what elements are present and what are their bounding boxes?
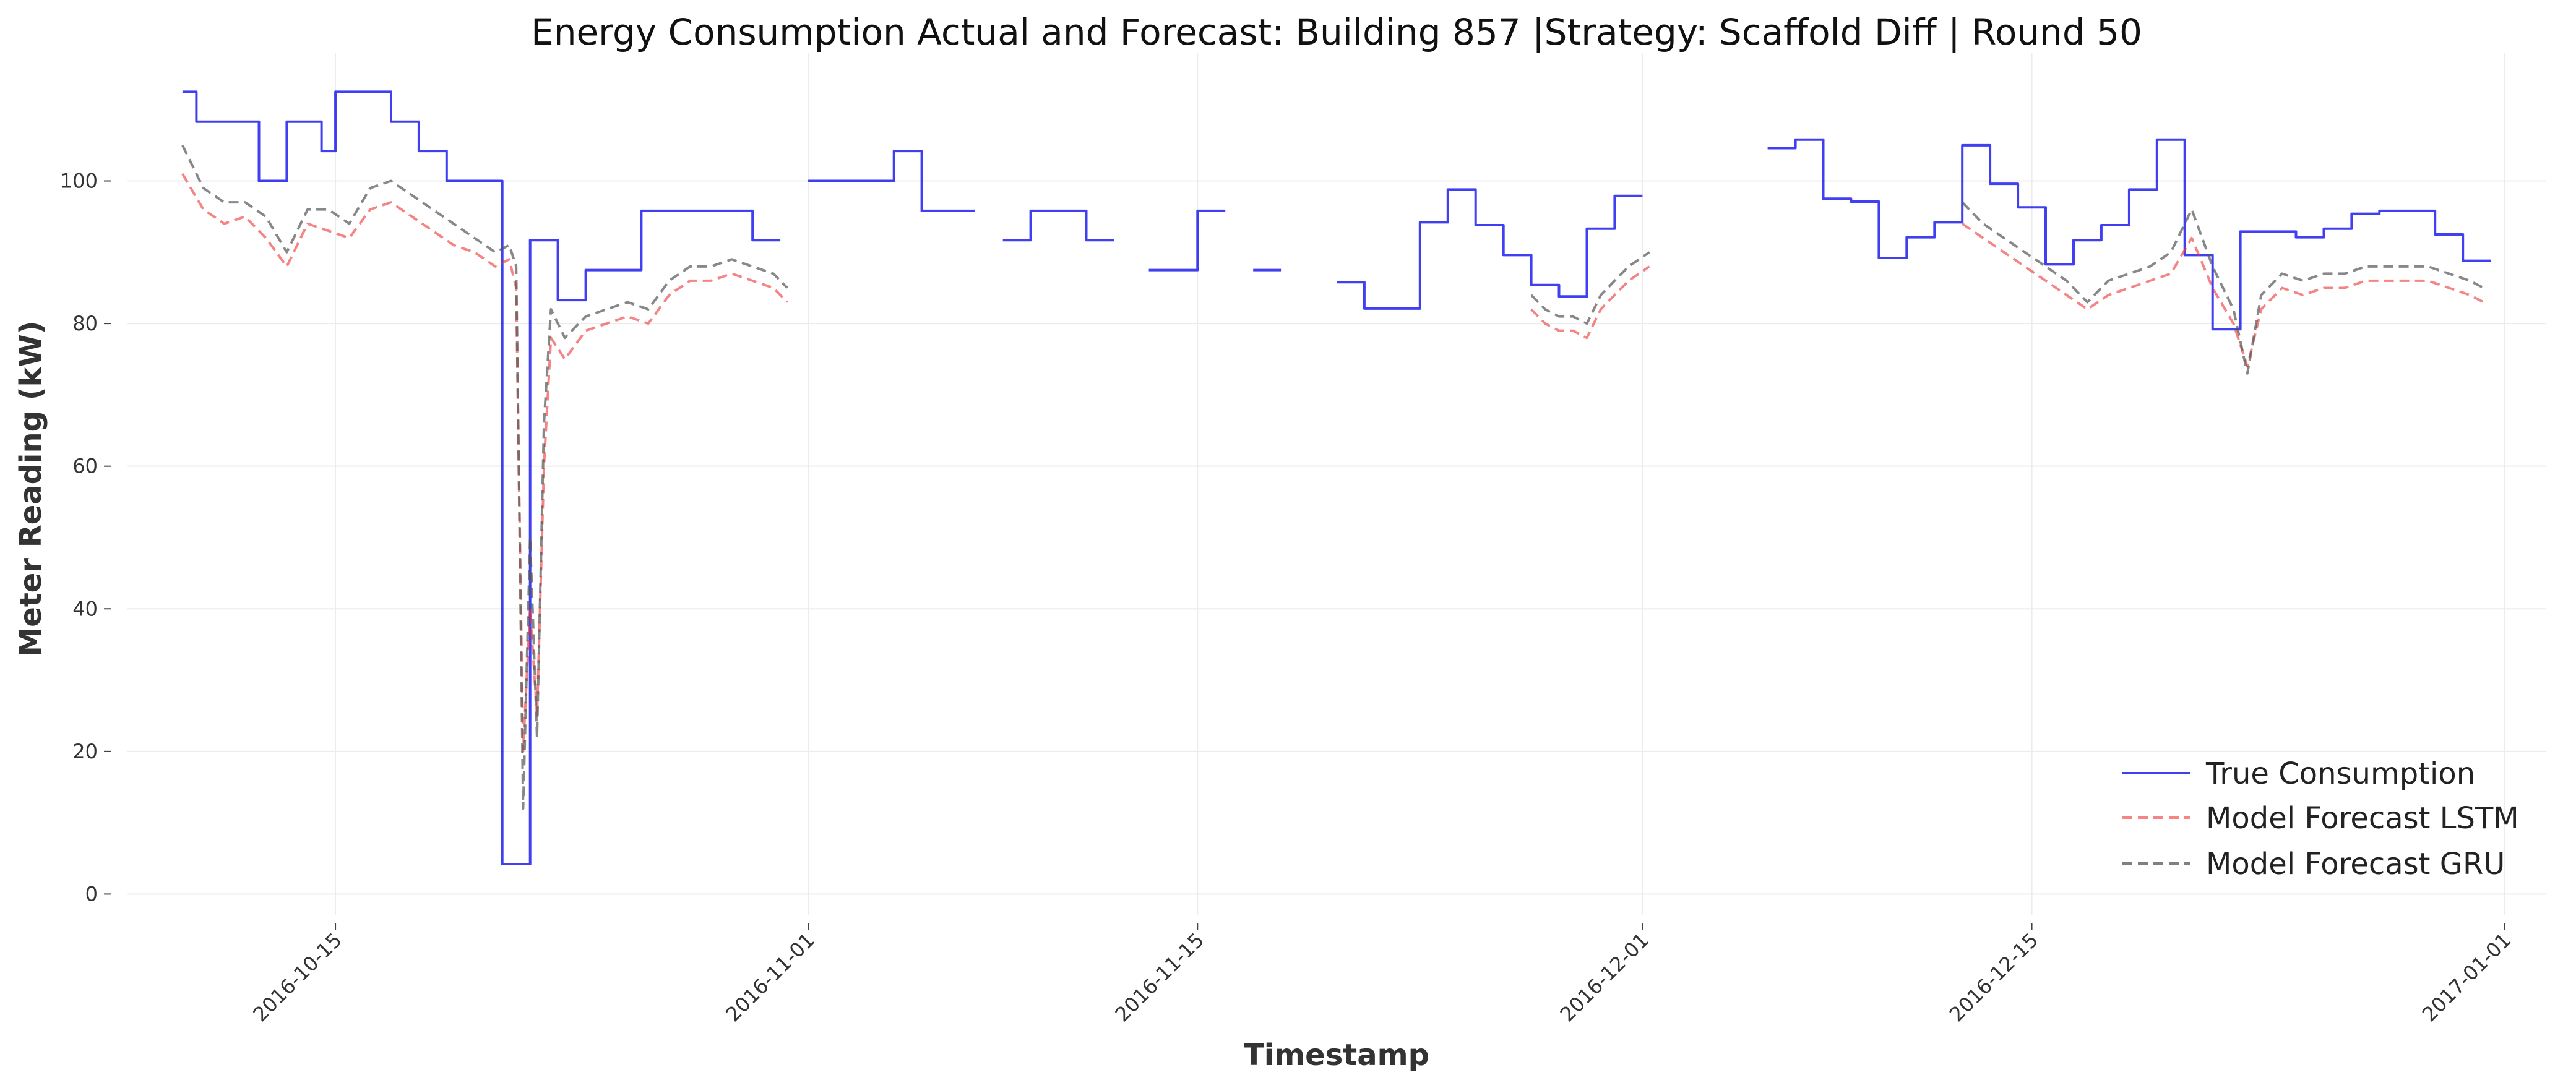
legend-label-true-consumption: True Consumption [2205,756,2475,791]
x-axis-label: Timestamp [1244,1038,1429,1073]
series-line-true-consumption [182,90,2491,865]
y-tick-label: 40 [72,597,98,620]
y-tick-label: 100 [60,169,98,193]
legend-label-gru: Model Forecast GRU [2206,847,2505,881]
series-layer [181,90,2491,865]
y-axis-label: Meter Reading (kW) [14,321,48,657]
y-tick-label: 20 [72,740,98,763]
y-tick-label: 60 [72,455,98,478]
chart-title: Energy Consumption Actual and Forecast: … [531,11,2142,53]
y-tick-label: 0 [85,882,98,906]
y-tick-label: 80 [72,312,98,335]
series-line-model-forecast-gru [181,145,2484,810]
legend-label-lstm: Model Forecast LSTM [2206,801,2519,836]
legend: True Consumption Model Forecast LSTM Mod… [2122,756,2519,881]
